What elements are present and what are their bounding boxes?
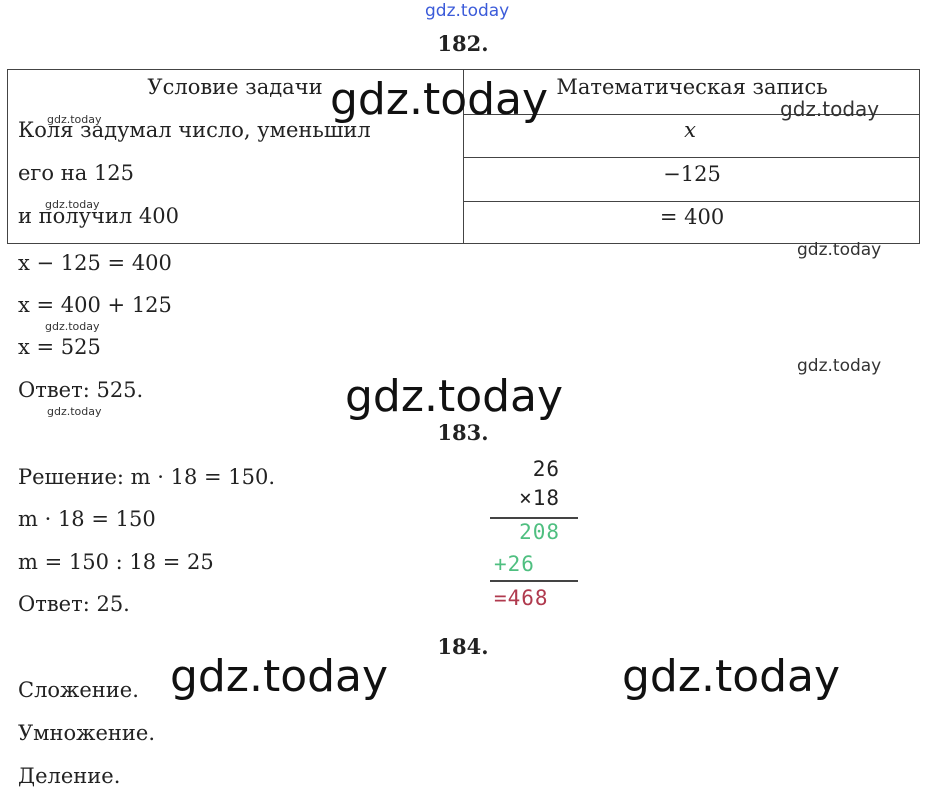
watermark: gdz.today xyxy=(780,97,880,121)
table-line xyxy=(463,157,920,158)
watermark: gdz.today xyxy=(330,74,549,125)
condition-line: Коля задумал число, уменьшил xyxy=(18,118,371,142)
notation: = 400 xyxy=(659,205,725,229)
watermark: gdz.today xyxy=(45,198,100,211)
watermark: gdz.today xyxy=(47,405,102,418)
watermark: gdz.today xyxy=(45,320,100,333)
notation: −125 xyxy=(663,162,721,186)
condition-line: его на 125 xyxy=(18,161,135,185)
answer-line: Деление. xyxy=(18,764,121,788)
watermark: gdz.today xyxy=(47,113,102,126)
answer: Ответ: 525. xyxy=(18,378,144,402)
watermark: gdz.today xyxy=(797,356,882,376)
table-header: Условие задачи xyxy=(147,75,323,99)
task-number: 183. xyxy=(437,420,489,445)
partial-product: +26 xyxy=(494,552,535,576)
rule xyxy=(490,580,578,582)
solution-line: x = 525 xyxy=(18,335,101,359)
multiplier: ×18 xyxy=(519,486,560,510)
solution-line: x − 125 = 400 xyxy=(18,251,172,275)
solution-line: m = 150 : 18 = 25 xyxy=(18,550,214,574)
task-number: 184. xyxy=(437,634,489,659)
table-line xyxy=(463,114,920,115)
answer-line: Умножение. xyxy=(18,721,155,745)
answer: Ответ: 25. xyxy=(18,592,130,616)
watermark: gdz.today xyxy=(622,651,841,702)
rule xyxy=(490,517,578,519)
task-number: 182. xyxy=(437,31,489,56)
answer-line: Сложение. xyxy=(18,678,139,702)
multiplicand: 26 xyxy=(532,457,560,481)
solution-line: m · 18 = 150 xyxy=(18,507,156,531)
product: =468 xyxy=(494,586,549,610)
watermark: gdz.today xyxy=(425,1,510,21)
watermark: gdz.today xyxy=(797,240,882,260)
notation: x xyxy=(684,118,696,142)
watermark: gdz.today xyxy=(345,371,564,422)
solution-line: Решение: m · 18 = 150. xyxy=(18,465,276,489)
partial-product: 208 xyxy=(519,520,560,544)
solution-line: x = 400 + 125 xyxy=(18,293,172,317)
condition-line: и получил 400 xyxy=(18,204,179,228)
table-divider xyxy=(463,69,464,244)
watermark: gdz.today xyxy=(170,651,389,702)
table-header: Математическая запись xyxy=(556,75,828,99)
table-line xyxy=(463,201,920,202)
